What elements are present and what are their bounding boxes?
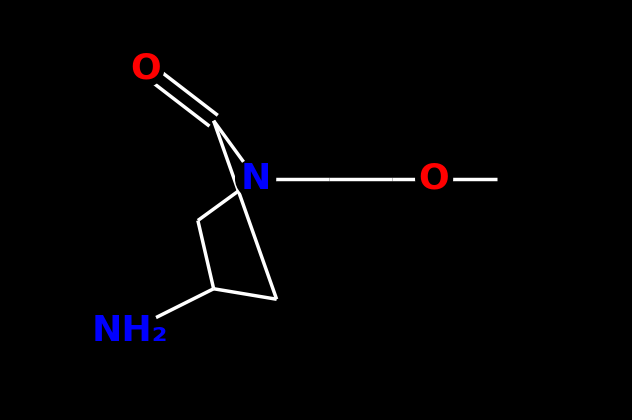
- Circle shape: [236, 159, 276, 199]
- Text: N: N: [240, 162, 271, 195]
- Circle shape: [100, 302, 159, 360]
- Text: O: O: [419, 162, 449, 195]
- Text: O: O: [130, 51, 161, 85]
- Circle shape: [416, 160, 453, 197]
- Text: NH₂: NH₂: [92, 314, 168, 348]
- Circle shape: [127, 50, 164, 87]
